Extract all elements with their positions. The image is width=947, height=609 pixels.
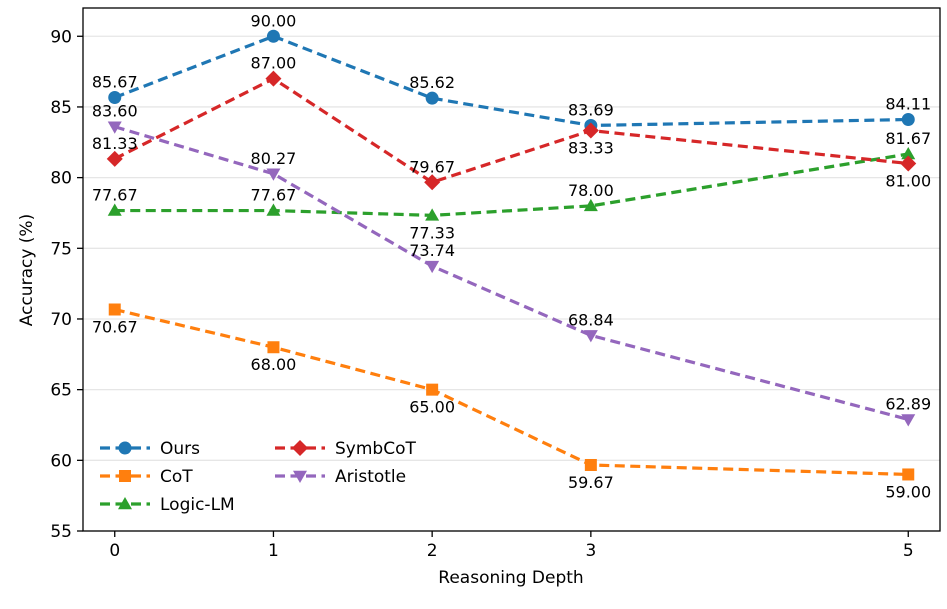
legend: Ours CoT Logic-LM SymbCoT Aristotle (100, 439, 416, 515)
legend-item-logic-lm: Logic-LM (100, 495, 235, 515)
x-axis-label: Reasoning Depth (438, 568, 583, 588)
data-point-logic-lm (107, 203, 122, 216)
y-tick-label: 80 (50, 169, 72, 189)
data-point-ours (425, 91, 439, 105)
series-lines (114, 34, 909, 477)
data-label-cot: 59.67 (568, 473, 614, 492)
data-point-ours (108, 90, 122, 104)
grid-lines (83, 35, 940, 532)
data-label-ours: 85.62 (409, 73, 455, 92)
data-label-symbcot: 83.33 (568, 139, 614, 158)
data-point-symbcot (424, 174, 441, 191)
data-label-cot: 68.00 (251, 355, 297, 374)
data-label-symbcot: 87.00 (251, 54, 297, 73)
legend-item-aristotle: Aristotle (275, 467, 406, 487)
data-point-symbcot (900, 155, 917, 172)
legend-item-symbcot: SymbCoT (275, 439, 416, 459)
data-label-symbcot: 81.33 (92, 134, 138, 153)
data-point-symbcot (582, 122, 599, 139)
data-point-aristotle (266, 168, 281, 181)
plot-frame (82, 7, 941, 532)
data-point-aristotle (425, 260, 440, 274)
data-point-ours (901, 113, 915, 127)
data-point-aristotle (583, 330, 598, 343)
data-label-symbcot: 81.00 (885, 171, 931, 190)
data-point-cot (584, 458, 597, 471)
data-label-aristotle: 83.60 (92, 102, 138, 121)
data-label-logic-lm: 78.00 (568, 181, 614, 200)
x-tick-label: 1 (268, 541, 279, 561)
data-point-cot (426, 383, 439, 396)
y-tick-label: 75 (50, 239, 72, 259)
data-point-cot (267, 341, 280, 354)
data-point-cot (902, 468, 915, 481)
data-label-aristotle: 68.84 (568, 310, 614, 329)
axis-ticks: 55 60 65 70 75 80 85 90 0 1 2 3 5 (50, 27, 913, 561)
legend-item-cot: CoT (100, 467, 193, 487)
data-label-cot: 70.67 (92, 318, 138, 337)
data-label-aristotle: 73.74 (409, 241, 455, 260)
y-tick-label: 60 (50, 451, 72, 471)
data-label-cot: 65.00 (409, 398, 455, 417)
data-point-logic-lm (425, 208, 440, 221)
data-label-ours: 90.00 (251, 11, 297, 30)
data-label-ours: 85.67 (92, 72, 138, 91)
data-label-aristotle: 62.89 (885, 394, 931, 413)
data-label-ours: 83.69 (568, 100, 614, 119)
x-tick-label: 2 (427, 541, 438, 561)
legend-label: CoT (160, 467, 193, 487)
y-tick-label: 90 (50, 27, 72, 47)
data-point-symbcot (106, 150, 123, 167)
legend-label: SymbCoT (335, 439, 416, 459)
data-label-symbcot: 79.67 (409, 157, 455, 176)
data-point-ours (266, 29, 280, 43)
y-axis-label: Accuracy (%) (17, 214, 37, 326)
series-line-aristotle (114, 125, 909, 422)
data-label-logic-lm: 77.33 (409, 223, 455, 242)
legend-label: Aristotle (335, 467, 406, 487)
data-labels: 85.67 90.00 85.62 83.69 84.11 70.67 68.00 65.00… (92, 11, 931, 501)
y-tick-label: 70 (50, 310, 72, 330)
x-tick-label: 5 (903, 541, 914, 561)
legend-marker (119, 470, 131, 482)
x-tick-label: 0 (109, 541, 120, 561)
data-point-aristotle (901, 414, 916, 427)
data-point-logic-lm (901, 147, 916, 160)
y-tick-label: 85 (50, 98, 72, 118)
data-point-logic-lm (266, 203, 281, 216)
data-label-aristotle: 80.27 (251, 149, 297, 168)
legend-marker (292, 440, 308, 456)
legend-marker (118, 497, 132, 510)
data-label-logic-lm: 77.67 (92, 186, 138, 205)
series-line-symbcot (114, 76, 909, 185)
series-markers (106, 29, 917, 481)
legend-label: Logic-LM (160, 495, 235, 515)
legend-item-ours: Ours (100, 439, 200, 459)
legend-marker (293, 470, 307, 483)
y-tick-label: 65 (50, 381, 72, 401)
data-point-logic-lm (583, 198, 598, 212)
legend-marker (118, 441, 132, 455)
data-label-cot: 59.00 (885, 482, 931, 501)
data-point-cot (108, 303, 121, 316)
y-tick-label: 55 (50, 522, 72, 542)
data-point-aristotle (107, 121, 122, 134)
data-label-ours: 84.11 (885, 95, 931, 114)
data-point-symbcot (265, 70, 282, 87)
legend-label: Ours (160, 439, 200, 459)
series-line-cot (114, 307, 909, 477)
data-label-logic-lm: 77.67 (251, 186, 297, 205)
data-label-logic-lm: 81.67 (885, 129, 931, 148)
x-tick-label: 3 (585, 541, 596, 561)
series-line-ours (114, 34, 909, 128)
